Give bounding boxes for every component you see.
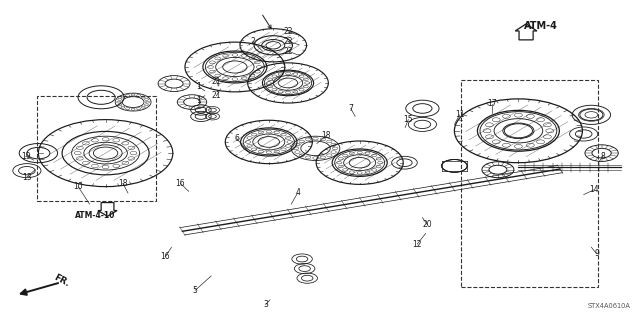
Text: 13: 13 <box>22 173 32 182</box>
Text: STX4A0610A: STX4A0610A <box>588 303 630 309</box>
Text: 22: 22 <box>284 37 292 46</box>
Text: 22: 22 <box>284 27 292 36</box>
Bar <box>37 96 156 201</box>
Text: 7: 7 <box>348 104 353 113</box>
Text: 22: 22 <box>284 47 292 56</box>
Text: 2: 2 <box>250 37 255 46</box>
Text: 18: 18 <box>118 179 127 188</box>
Text: 16: 16 <box>160 252 170 261</box>
Text: 9: 9 <box>594 249 599 258</box>
Text: 20: 20 <box>422 220 433 229</box>
Text: 6: 6 <box>234 134 239 143</box>
Text: 8: 8 <box>600 152 605 161</box>
Text: ATM-4-10: ATM-4-10 <box>74 211 115 220</box>
Text: 21: 21 <box>212 77 221 86</box>
Text: 21: 21 <box>212 91 221 100</box>
Text: 14: 14 <box>589 185 599 194</box>
Text: 4: 4 <box>295 189 300 197</box>
Text: 1: 1 <box>196 96 201 105</box>
Text: FR.: FR. <box>52 273 71 289</box>
Text: 3: 3 <box>263 300 268 309</box>
Text: 16: 16 <box>175 179 186 188</box>
Text: 5: 5 <box>193 286 198 295</box>
Text: ATM-4: ATM-4 <box>524 20 557 31</box>
Text: 15: 15 <box>403 115 413 124</box>
Text: 18: 18 <box>322 131 331 140</box>
Text: 19: 19 <box>20 152 31 161</box>
Text: 17: 17 <box>486 99 497 108</box>
Bar <box>461 80 598 287</box>
Text: 11: 11 <box>455 110 464 119</box>
Text: 1: 1 <box>196 82 201 91</box>
Text: 12: 12 <box>413 240 422 249</box>
Text: 10: 10 <box>73 182 83 191</box>
